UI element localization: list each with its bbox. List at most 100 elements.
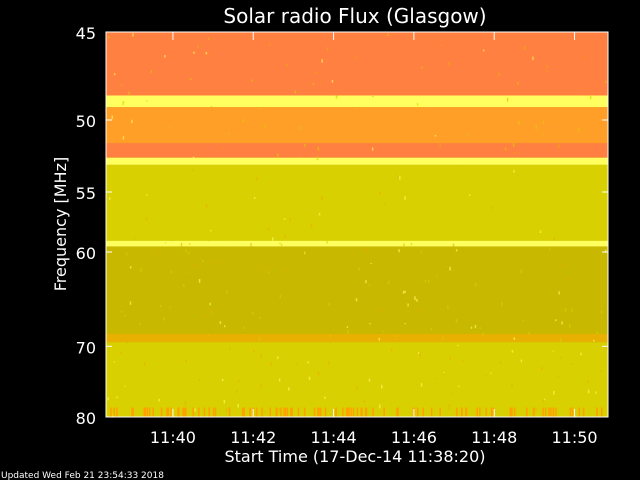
- burst-streak: [241, 407, 244, 417]
- burst-streak: [465, 407, 468, 417]
- burst-streak: [324, 407, 327, 417]
- noise-streak: [310, 223, 313, 228]
- noise-streak: [172, 239, 174, 241]
- noise-streak: [192, 169, 194, 171]
- noise-streak: [300, 395, 302, 398]
- noise-streak: [458, 308, 461, 311]
- noise-streak: [256, 176, 258, 181]
- noise-streak: [398, 249, 400, 253]
- burst-streak: [542, 407, 544, 417]
- noise-streak: [288, 387, 290, 391]
- noise-streak: [326, 47, 329, 51]
- noise-streak: [183, 283, 185, 287]
- noise-streak: [229, 347, 232, 349]
- noise-streak: [198, 379, 201, 382]
- noise-streak: [300, 126, 302, 130]
- burst-streak: [396, 407, 398, 417]
- noise-streak: [202, 259, 204, 263]
- intensity-band: [106, 95, 608, 108]
- burst-streak: [203, 407, 206, 417]
- noise-streak: [372, 96, 374, 98]
- noise-streak: [119, 167, 121, 170]
- burst-streak: [170, 407, 172, 417]
- noise-streak: [369, 323, 371, 325]
- noise-streak: [319, 81, 322, 83]
- noise-streak: [435, 274, 438, 277]
- burst-streak: [185, 407, 187, 417]
- noise-streak: [462, 360, 464, 363]
- noise-streak: [169, 126, 171, 128]
- burst-streak: [284, 407, 287, 417]
- burst-streak: [342, 407, 344, 417]
- noise-streak: [164, 201, 166, 206]
- burst-streak: [148, 407, 151, 417]
- noise-streak: [168, 241, 170, 244]
- noise-streak: [326, 370, 329, 375]
- burst-streak: [552, 407, 555, 417]
- noise-streak: [304, 250, 306, 253]
- noise-streak: [358, 267, 360, 271]
- noise-streak: [303, 252, 306, 255]
- noise-streak: [205, 171, 207, 174]
- noise-streak: [536, 373, 538, 375]
- noise-streak: [370, 262, 372, 265]
- noise-streak: [419, 352, 421, 357]
- noise-streak: [207, 334, 210, 337]
- noise-streak: [532, 56, 534, 61]
- noise-streak: [414, 296, 416, 301]
- y-tick-label: 45: [76, 24, 96, 43]
- noise-streak: [424, 279, 427, 283]
- noise-streak: [387, 33, 389, 36]
- noise-streak: [448, 404, 451, 408]
- noise-streak: [560, 356, 562, 359]
- burst-streak: [212, 407, 215, 417]
- noise-streak: [318, 212, 321, 216]
- noise-streak: [571, 308, 574, 313]
- noise-streak: [377, 374, 380, 377]
- noise-streak: [340, 368, 342, 372]
- noise-streak: [312, 83, 315, 86]
- noise-streak: [365, 280, 367, 284]
- noise-streak: [132, 33, 134, 37]
- noise-streak: [431, 393, 433, 395]
- noise-streak: [378, 337, 381, 341]
- noise-streak: [553, 390, 555, 395]
- noise-streak: [126, 374, 129, 377]
- burst-streak: [485, 407, 488, 417]
- noise-streak: [459, 362, 461, 364]
- noise-streak: [566, 334, 569, 339]
- burst-streak: [243, 407, 245, 417]
- noise-streak: [189, 78, 192, 80]
- noise-streak: [153, 391, 156, 394]
- noise-streak: [461, 400, 464, 403]
- noise-streak: [451, 169, 453, 174]
- noise-streak: [109, 160, 112, 164]
- noise-streak: [213, 260, 215, 264]
- noise-streak: [395, 335, 398, 337]
- noise-streak: [579, 226, 581, 228]
- noise-streak: [217, 225, 219, 229]
- burst-streak: [131, 407, 133, 417]
- x-axis-label: Start Time (17-Dec-14 11:38:20): [224, 447, 485, 466]
- intensity-band: [106, 333, 608, 343]
- burst-streak: [422, 407, 424, 417]
- noise-streak: [404, 323, 406, 325]
- noise-streak: [308, 376, 311, 381]
- noise-streak: [258, 337, 261, 341]
- noise-streak: [316, 156, 319, 161]
- noise-streak: [587, 380, 590, 384]
- noise-streak: [563, 396, 566, 399]
- noise-streak: [590, 233, 593, 237]
- noise-streak: [420, 251, 422, 254]
- noise-streak: [268, 44, 271, 46]
- noise-streak: [260, 383, 262, 388]
- noise-streak: [528, 199, 531, 202]
- noise-streak: [589, 95, 592, 100]
- noise-streak: [270, 376, 272, 379]
- noise-streak: [402, 290, 405, 294]
- noise-streak: [379, 404, 381, 409]
- noise-streak: [131, 119, 133, 124]
- noise-streak: [307, 101, 310, 105]
- burst-streak: [582, 407, 585, 417]
- noise-streak: [122, 101, 125, 103]
